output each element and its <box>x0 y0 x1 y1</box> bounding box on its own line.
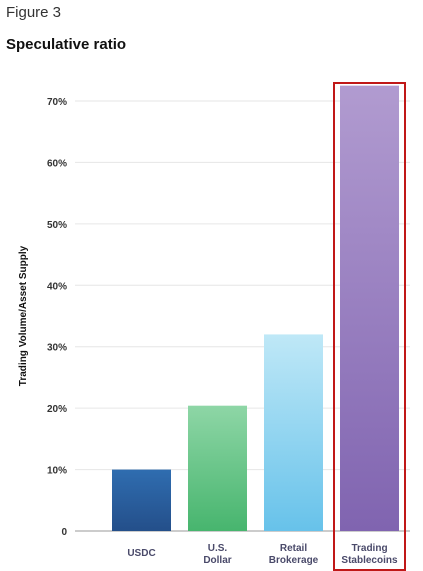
y-tick-label: 30% <box>47 343 67 354</box>
bar <box>188 405 247 531</box>
y-tick-label: 60% <box>47 158 67 169</box>
highlight-box <box>333 82 406 571</box>
category-label: Trading Stablecoins <box>341 543 398 566</box>
y-tick-label: 10% <box>47 466 67 477</box>
bar <box>264 334 323 531</box>
category-label: U.S. Dollar <box>203 543 231 566</box>
bar <box>340 85 399 532</box>
figure-label: Figure 3 <box>6 4 62 21</box>
category-label: Retail Brokerage <box>269 543 319 566</box>
y-tick-label: 50% <box>47 220 67 231</box>
y-tick-label: 40% <box>47 281 67 292</box>
chart-title: Speculative ratio <box>6 36 127 53</box>
y-tick-label: 70% <box>47 97 67 108</box>
y-tick-label: 20% <box>47 404 67 415</box>
bar <box>112 469 171 531</box>
y-axis-label: Trading Volume/Asset Supply <box>18 245 29 386</box>
category-label: USDC <box>127 548 155 559</box>
y-tick-label: 0 <box>61 527 67 538</box>
